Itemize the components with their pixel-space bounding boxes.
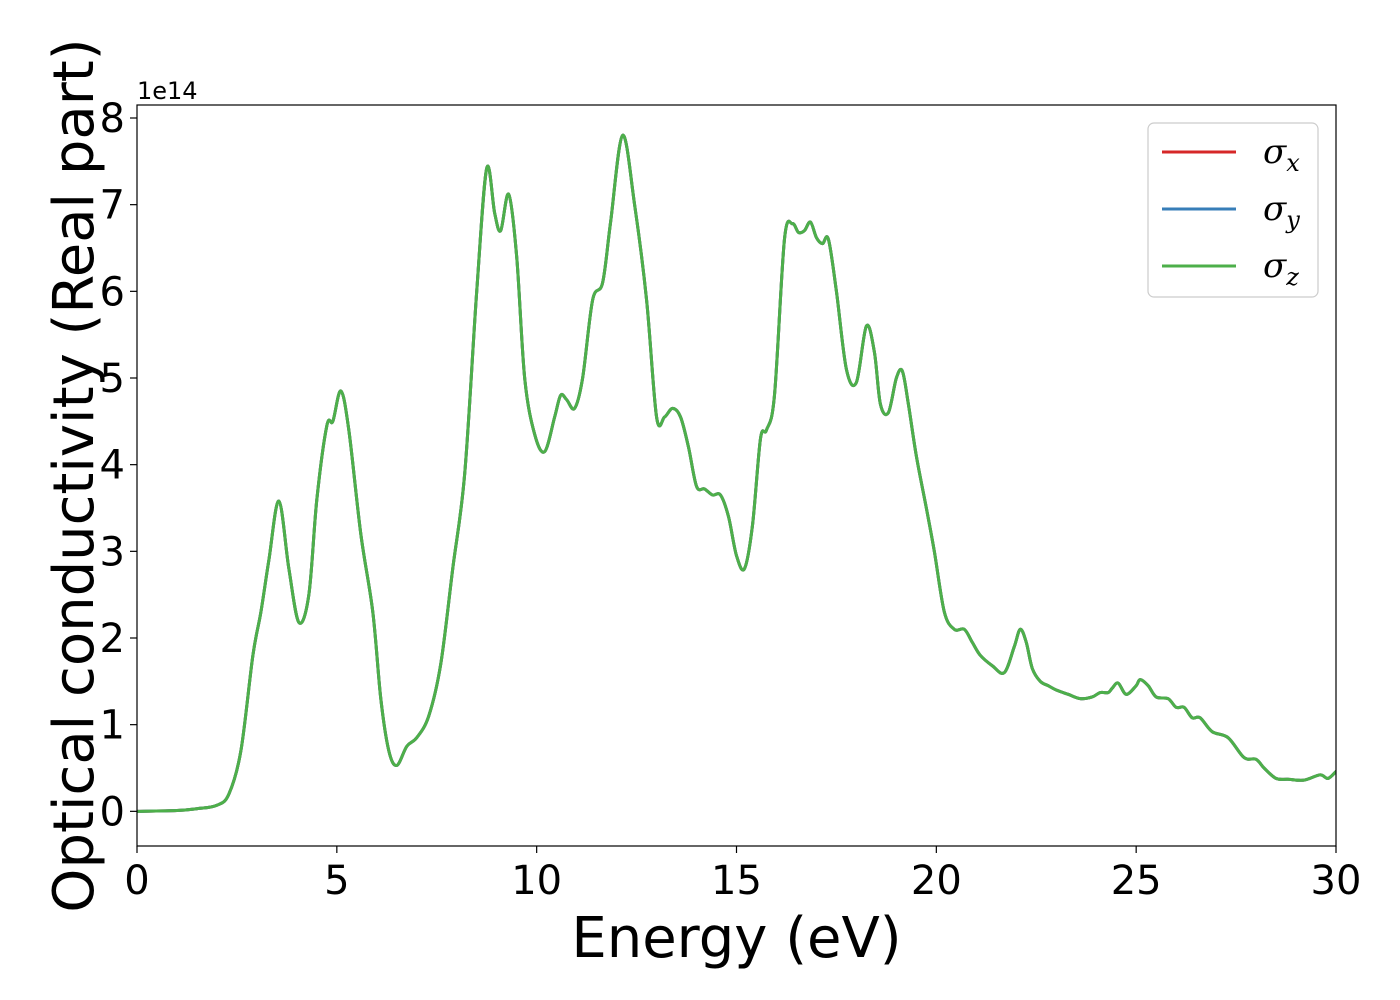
x-axis-label: Energy (eV) [571,906,901,971]
x-tick-label: 20 [911,858,962,904]
legend: σx σy σz [1147,122,1319,298]
legend-label-y: σy [1263,189,1300,234]
x-tick-label: 10 [511,858,562,904]
x-tick-label: 15 [711,858,762,904]
y-tick-label: 2 [100,616,125,662]
legend-label-x: σx [1263,132,1300,177]
y-tick-label: 4 [100,443,125,489]
series-layer [137,133,1336,813]
x-tick-label: 25 [1111,858,1162,904]
x-tick-label: 0 [124,858,149,904]
y-tick-label: 1 [100,703,125,749]
series-line-z [137,133,1336,813]
x-tick-label: 5 [324,858,349,904]
y-tick-label: 3 [100,529,125,575]
x-axis: 0 5 10 15 20 25 30 [124,846,1361,904]
y-axis-label: Optical conductivity (Real part) [42,38,107,912]
legend-label-z: σz [1263,246,1299,291]
y-axis: 0 1 2 3 4 5 6 7 8 [100,96,137,835]
y-tick-label: 0 [100,789,125,835]
y-tick-label: 7 [100,183,125,229]
y-tick-label: 8 [100,96,125,142]
x-tick-label: 30 [1311,858,1362,904]
y-axis-offset-label: 1e14 [137,77,198,105]
y-tick-label: 6 [100,269,125,315]
y-tick-label: 5 [100,356,125,402]
